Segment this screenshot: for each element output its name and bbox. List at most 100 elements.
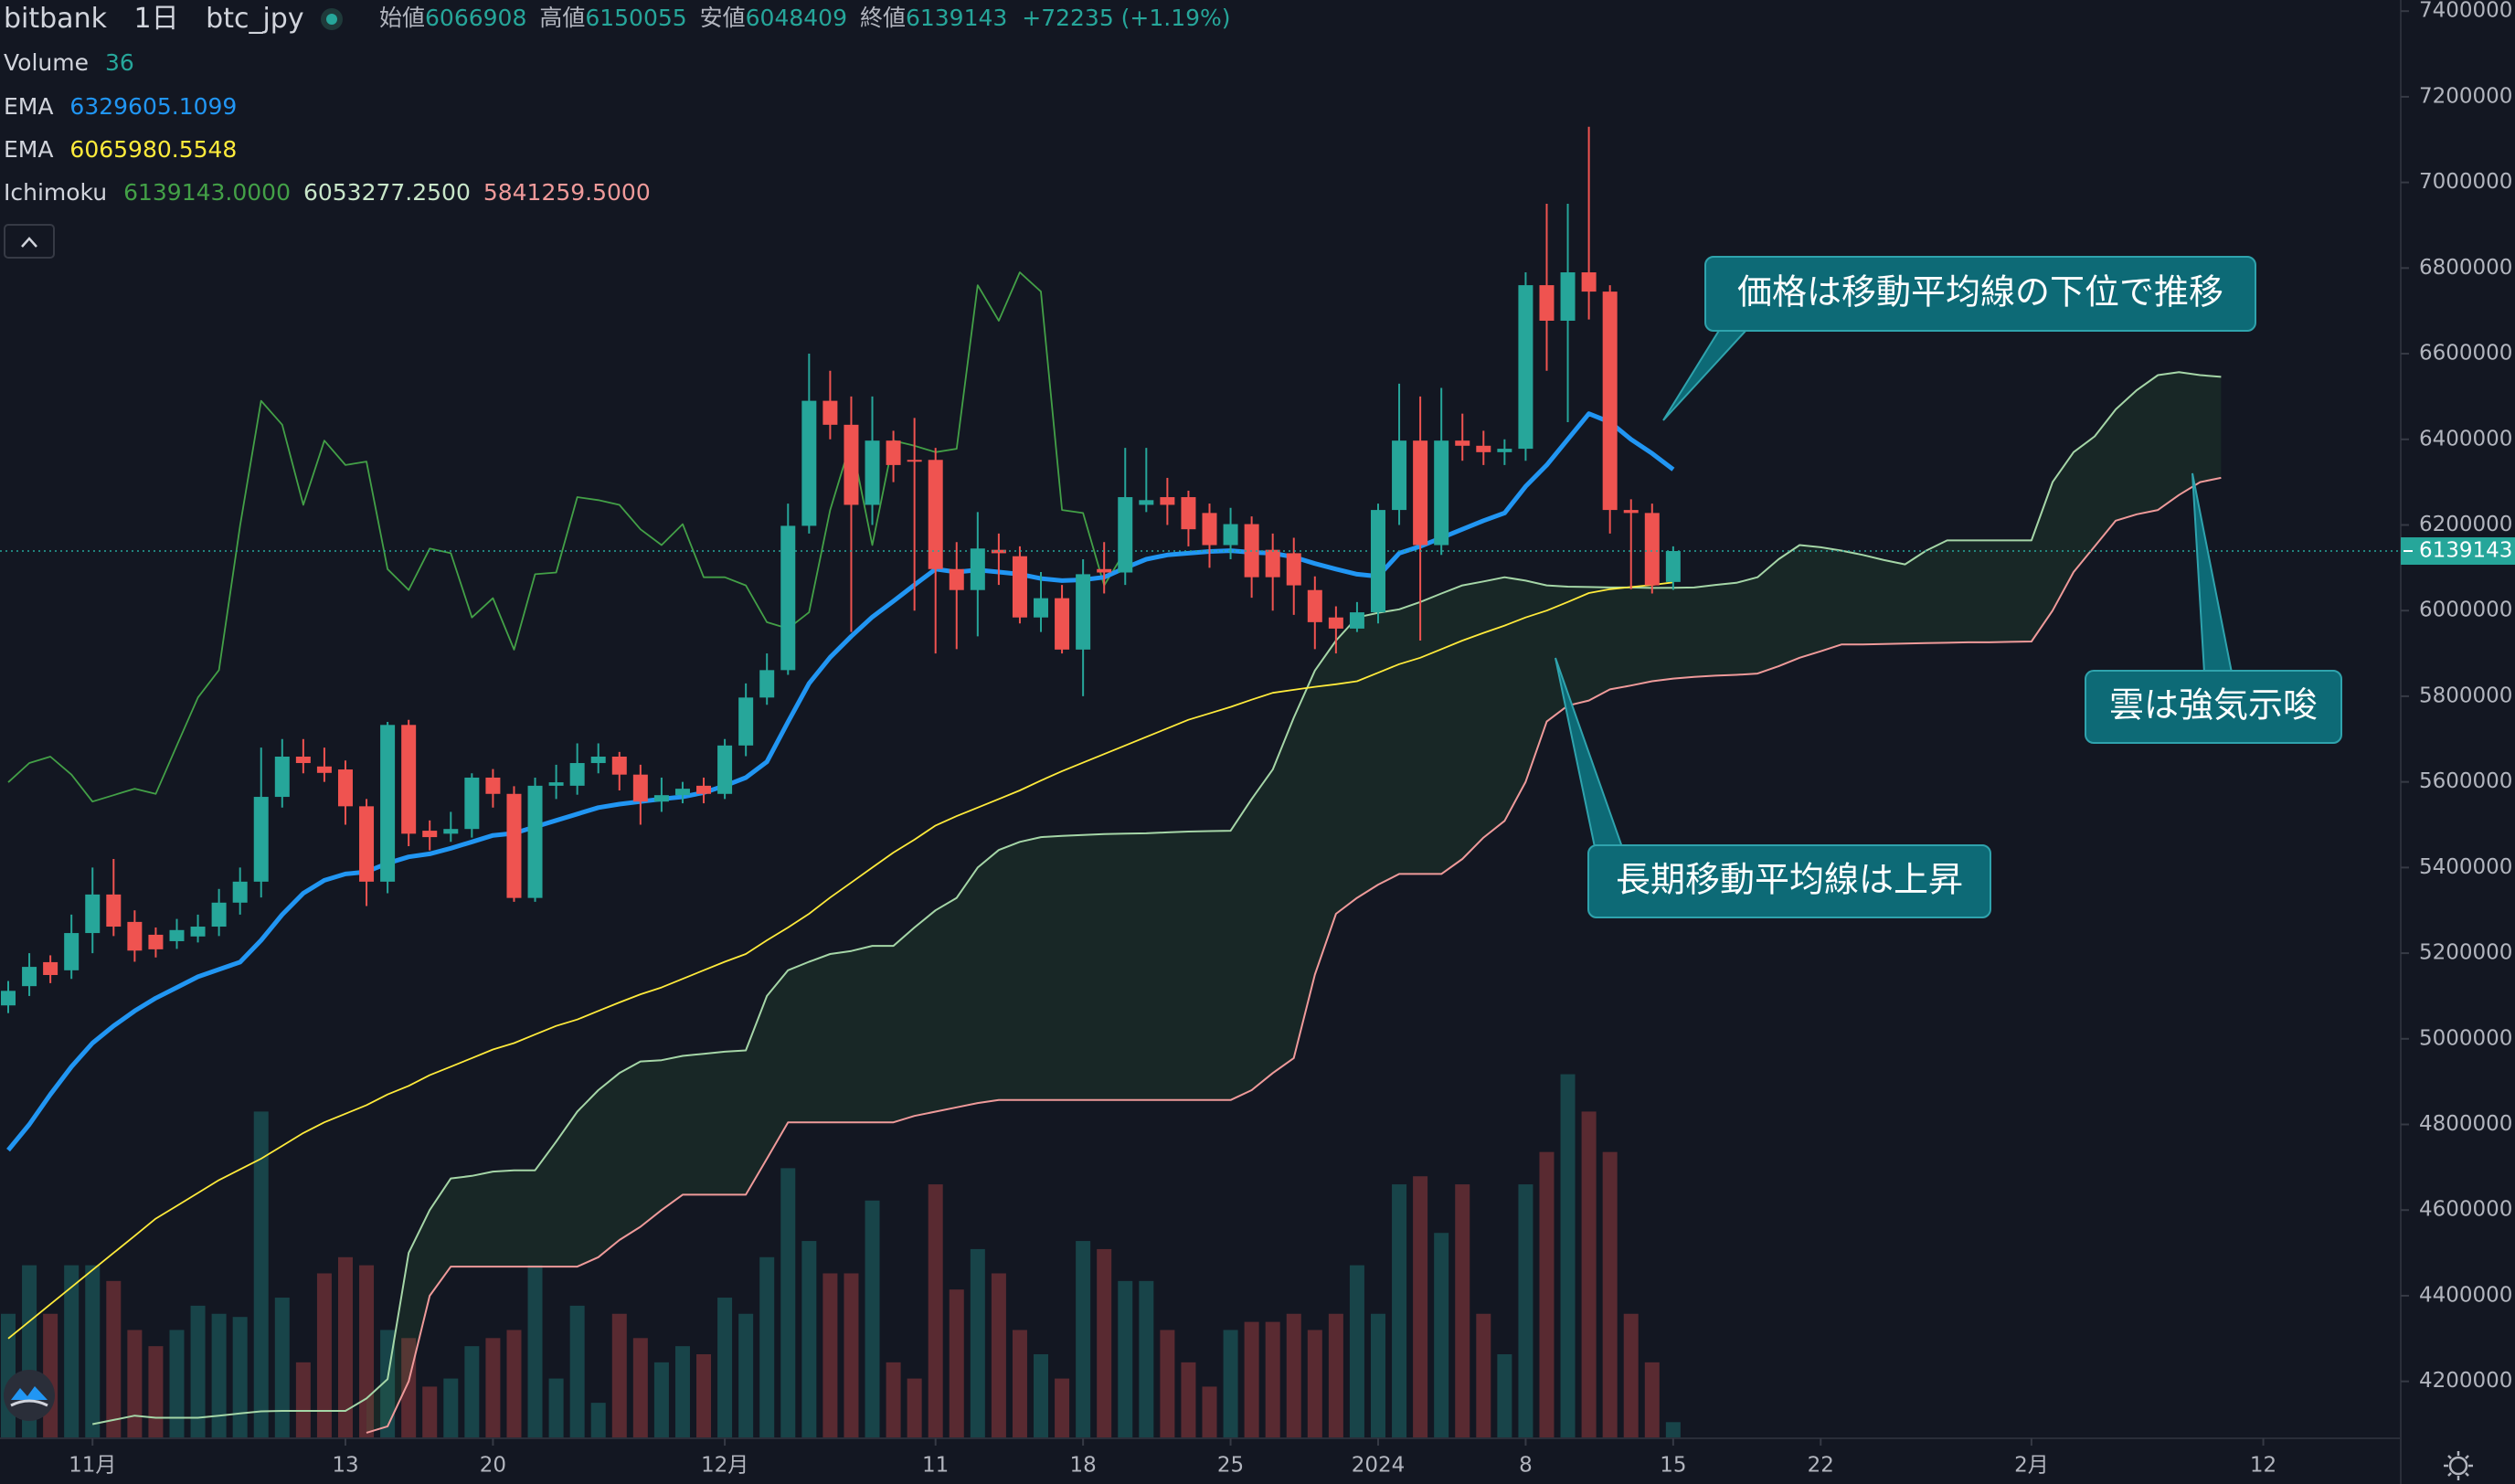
candle-body [380,725,396,882]
volume-bar [169,1330,185,1438]
y-tick-label: 4800000 [2419,1112,2512,1136]
y-tick-label: 5400000 [2419,855,2512,879]
legend-name: Ichimoku [4,179,107,206]
candle-body [1455,440,1470,446]
candle-body [632,774,648,802]
candle-body [85,894,101,934]
candle-body [1076,574,1091,650]
ema-line [7,581,1674,1340]
y-tick-label: 4600000 [2419,1198,2512,1222]
volume-bar [232,1317,248,1438]
candle-body [590,757,606,764]
candle-body [1518,285,1533,450]
candle-body [422,831,438,838]
x-tick-label: 2024 [1352,1454,1406,1478]
icon-ring[interactable] [2448,1456,2468,1476]
candle-body [1476,445,1491,452]
volume-bar [1518,1184,1533,1438]
volume-bar [1413,1176,1428,1438]
volume-bar [738,1313,754,1438]
volume-bar [1392,1184,1407,1438]
legend-value: 5841259.5000 [483,179,651,206]
candle-body [1560,272,1576,321]
ichimoku-lagging [7,271,1127,803]
settings-icon[interactable] [2444,1451,2473,1480]
logo[interactable] [4,1370,55,1421]
icon-rays [2444,1451,2473,1480]
volume-bar [1202,1386,1217,1438]
candle-body [717,745,733,794]
x-tick-label: 20 [480,1454,506,1478]
legend-value: 6053277.2500 [303,179,471,206]
volume-bar [253,1111,269,1438]
volume-bar [844,1273,859,1438]
candle-body [148,934,164,949]
candle-body [1581,272,1597,292]
candle-body [1223,524,1238,546]
callout-text: 長期移動平均線は上昇 [1616,860,1963,900]
candle-body [232,881,248,903]
candle-body [337,769,353,807]
candle-body [253,797,269,882]
candle-body [1034,598,1049,618]
y-tick-label: 6800000 [2419,256,2512,280]
close-value: 6139143 [906,5,1007,31]
symbol: btc_jpy [206,3,303,35]
volume-bar [1118,1280,1133,1438]
volume-bar [422,1386,438,1438]
high-label: 高値 [539,5,585,31]
ichimoku-span-a [92,371,2222,1426]
y-tick-label: 7000000 [2419,170,2512,194]
candle-body [1623,510,1639,514]
candle-body [548,782,564,786]
volume-bar [632,1338,648,1438]
volume-bar [569,1305,585,1438]
change: +72235 (+1.19%) [1022,5,1230,31]
volume-bar [1307,1330,1322,1438]
volume-bar [506,1330,522,1438]
volume-bar [949,1289,964,1438]
plot-area [0,126,2401,1438]
candle-body [22,967,37,987]
y-tick-label: 5800000 [2419,684,2512,707]
open-value: 6066908 [425,5,526,31]
y-tick-label: 6000000 [2419,599,2512,622]
legend-name: Volume [4,49,89,76]
interval: 1日 [134,3,179,35]
candle-body [611,757,627,775]
y-tick-label: 5000000 [2419,1026,2512,1050]
high-value: 6150055 [585,5,686,31]
candle-body [822,400,838,425]
volume-legend: Volume 36 [4,49,134,76]
candle-body [1202,513,1217,546]
volume-bar [991,1273,1006,1438]
candle-body [780,525,796,671]
candle-body [1055,598,1070,650]
volume-bar [527,1265,543,1438]
volume-bar [1034,1354,1049,1438]
callout: 長期移動平均線は上昇 [1555,657,1991,918]
volume-bar [780,1168,796,1438]
candle-body [1665,551,1681,582]
volume-bar [611,1313,627,1438]
volume-bar [674,1346,690,1438]
candle-body [1307,589,1322,622]
x-tick-label: 15 [1660,1454,1686,1478]
volume-bar [1076,1241,1091,1438]
button-frame[interactable] [4,224,55,259]
y-tick-label: 6400000 [2419,427,2512,450]
candle-body [1286,553,1301,586]
candle-body [1539,285,1555,321]
callout-text: 雲は強気示唆 [2109,685,2318,726]
low-label: 安値 [700,5,746,31]
collapse-button[interactable] [4,224,55,259]
volume-bar [1623,1313,1639,1438]
candle-body [1413,440,1428,546]
candle-body [1012,556,1027,618]
volume-bar [907,1378,922,1438]
volume-bar [295,1362,311,1438]
candle-body [1,991,16,1006]
volume-bar [485,1338,501,1438]
candle-body [886,440,901,465]
volume-bar [1328,1313,1343,1438]
